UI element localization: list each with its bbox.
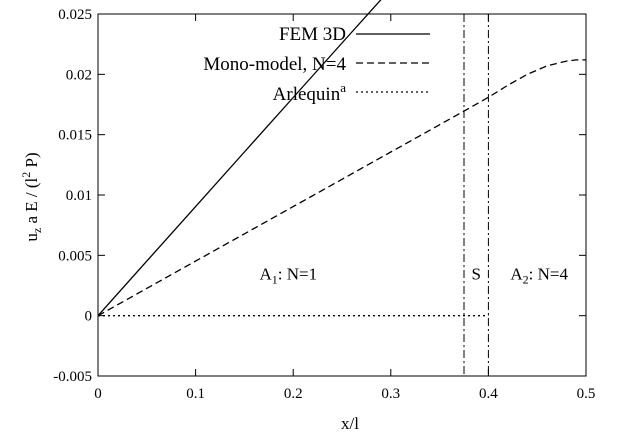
y-tick-label: 0.02 [66,67,92,83]
x-tick-label: 0 [94,386,102,402]
y-tick-label: 0.025 [58,7,92,23]
y-label-mid: a E / (l [22,177,41,227]
series-mono-model-n-4 [97,59,586,317]
region-annotations: A1: N=1 S A2: N=4 [260,264,569,286]
x-tick-label: 0.3 [381,386,400,402]
x-tick-label: 0.5 [577,386,596,402]
legend-label-fem-3d: FEM 3D [279,24,346,45]
annotation-a2: A2: N=4 [510,264,568,286]
y-tick-label: 0.01 [66,188,92,204]
x-tick-label: 0.2 [284,386,303,402]
legend-label-mono-model: Mono-model, N=4 [203,54,346,75]
x-tick-label: 0.4 [479,386,498,402]
y-tick-label: 0.015 [58,128,92,144]
svg-text:uz a E / (l2 P): uz a E / (l2 P) [19,152,44,241]
legend-label-arlequin: Arlequina [273,80,347,105]
y-label-u: u [22,233,41,242]
series-fem-3d [97,0,382,317]
y-label-sup: 2 [19,172,33,178]
y-tick-label: 0.005 [58,248,92,264]
y-tick-label: 0 [85,309,93,325]
y-label-end: P) [22,152,41,171]
legend: FEM 3D Mono-model, N=4 Arlequina [203,24,430,105]
axis-ticks: 0 0.1 0.2 0.3 0.4 0.5-0.00500.0050.010.0150.0… [53,7,595,402]
x-tick-label: 0.1 [186,386,205,402]
annotation-a1: A1: N=1 [260,264,318,286]
region-boundaries [463,14,489,376]
y-tick-label: -0.005 [53,369,92,385]
annotation-s: S [471,264,480,283]
y-label-sub: z [30,228,44,233]
y-axis-label: uz a E / (l2 P) [19,152,44,241]
plot-frame [97,13,587,377]
x-axis-label: x/l [341,414,359,433]
series-lines [97,0,586,317]
